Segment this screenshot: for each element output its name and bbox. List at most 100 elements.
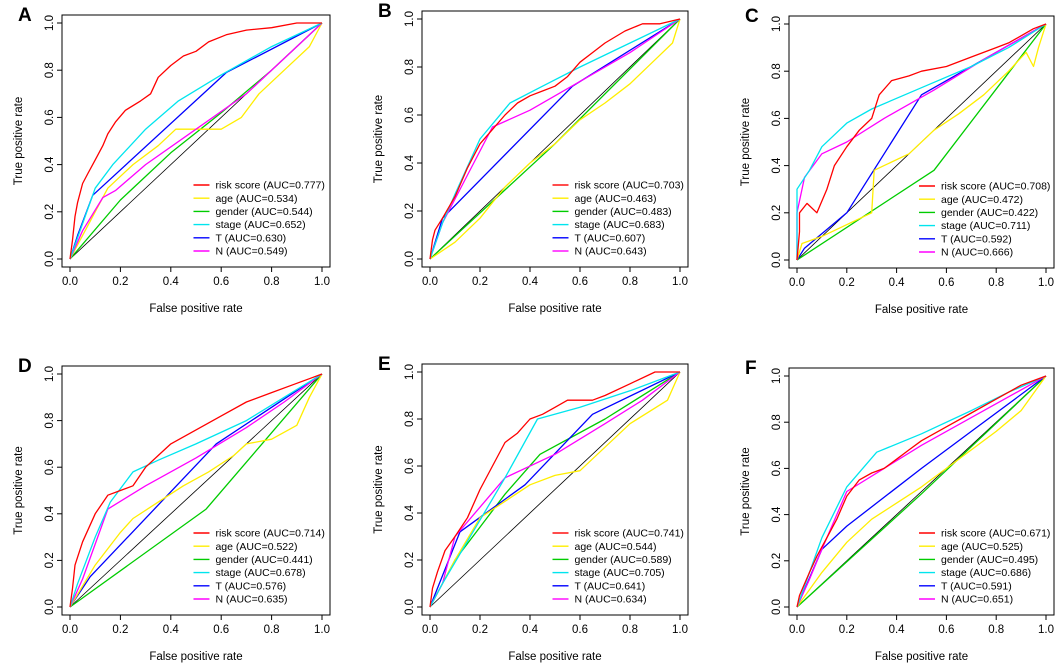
y-tick-label: 0.0 (404, 251, 416, 267)
legend-label-age: age (AUC=0.534) (215, 193, 297, 205)
legend-label-age: age (AUC=0.472) (941, 194, 1023, 206)
legend-label-stage: stage (AUC=0.711) (941, 220, 1030, 232)
x-tick-label: 0.4 (163, 276, 180, 288)
x-tick-label: 0.6 (938, 624, 954, 636)
x-axis-title: False positive rate (149, 651, 242, 663)
roc-line-stage (69, 22, 323, 260)
diagonal-reference-line (429, 18, 681, 260)
roc-line-risk-score (429, 18, 681, 260)
panel-label-d: D (18, 356, 32, 377)
x-tick-label: 0.2 (839, 277, 855, 289)
x-tick-label: 0.8 (622, 624, 638, 636)
x-tick-label: 0.0 (62, 624, 78, 636)
legend-label-age: age (AUC=0.544) (575, 541, 657, 553)
x-tick-label: 0.2 (112, 624, 128, 636)
legend-label-n: N (AUC=0.634) (575, 594, 647, 606)
y-axis-title: True positive rate (13, 446, 25, 534)
roc-line-t (69, 373, 323, 608)
y-axis-title: True positive rate (13, 97, 25, 185)
x-tick-label: 1.0 (672, 624, 688, 636)
panel-label-e: E (378, 354, 391, 375)
x-tick-label: 0.4 (889, 277, 906, 289)
roc-line-age (796, 375, 1047, 608)
roc-line-age (69, 373, 323, 608)
legend-label-age: age (AUC=0.463) (575, 193, 657, 205)
plot-frame (61, 365, 331, 616)
y-tick-label: 0.4 (404, 154, 416, 171)
y-tick-label: 1.0 (404, 11, 416, 27)
y-tick-label: 0.2 (44, 204, 56, 220)
x-tick-label: 0.2 (472, 624, 488, 636)
y-tick-label: 0.0 (404, 599, 416, 615)
roc-line-n (69, 22, 323, 260)
roc-line-t (429, 18, 681, 260)
x-tick-label: 0.0 (62, 276, 78, 288)
legend-label-risk-score: risk score (AUC=0.708) (941, 181, 1050, 193)
roc-line-gender (796, 23, 1047, 261)
legend-label-gender: gender (AUC=0.544) (215, 206, 312, 218)
y-tick-label: 0.4 (44, 505, 56, 522)
y-tick-label: 0.4 (771, 506, 783, 523)
x-tick-label: 0.6 (213, 276, 229, 288)
y-tick-label: 0.0 (771, 252, 783, 268)
roc-line-n (69, 373, 323, 608)
y-tick-label: 0.6 (44, 459, 56, 475)
plot-frame (788, 15, 1055, 269)
y-tick-label: 0.0 (771, 599, 783, 615)
x-tick-label: 0.4 (522, 624, 539, 636)
plot-frame (421, 363, 689, 616)
x-tick-label: 0.6 (938, 277, 954, 289)
x-tick-label: 1.0 (314, 624, 330, 636)
y-tick-label: 0.6 (404, 458, 416, 474)
legend-label-n: N (AUC=0.635) (215, 594, 287, 606)
x-tick-label: 1.0 (672, 276, 688, 288)
legend-label-age: age (AUC=0.522) (215, 541, 297, 553)
y-axis-title: True positive rate (373, 445, 385, 533)
legend-label-t: T (AUC=0.592) (941, 233, 1012, 245)
roc-line-age (796, 23, 1047, 261)
roc-line-t (796, 23, 1047, 261)
x-tick-label: 0.6 (572, 624, 588, 636)
roc-line-stage (429, 18, 681, 260)
x-tick-label: 0.0 (789, 624, 805, 636)
legend-label-risk-score: risk score (AUC=0.671) (941, 528, 1050, 540)
x-tick-label: 0.6 (213, 624, 229, 636)
x-tick-label: 0.0 (789, 277, 805, 289)
legend-label-n: N (AUC=0.643) (575, 246, 647, 258)
y-tick-label: 0.8 (771, 63, 783, 79)
y-tick-label: 0.6 (771, 460, 783, 476)
y-tick-label: 0.4 (44, 156, 56, 173)
x-axis-title: False positive rate (875, 304, 968, 316)
x-axis-title: False positive rate (875, 651, 968, 663)
x-tick-label: 0.0 (422, 276, 438, 288)
y-tick-label: 0.8 (44, 413, 56, 429)
roc-line-gender (796, 375, 1047, 608)
panel-label-a: A (18, 5, 32, 26)
x-tick-label: 0.4 (522, 276, 539, 288)
panel-label-c: C (745, 6, 759, 27)
roc-line-risk-score (69, 373, 323, 608)
roc-line-gender (69, 373, 323, 608)
legend-label-n: N (AUC=0.651) (941, 594, 1013, 606)
y-tick-label: 0.2 (771, 553, 783, 569)
diagonal-reference-line (429, 371, 681, 608)
x-axis-title: False positive rate (508, 303, 601, 315)
roc-panel-e: E 0.0 0.2 0.4 0.6 0.8 1.0 0.0 0.2 0.4 0.6 0.8 1.0 Fal… (373, 354, 689, 663)
legend-label-stage: stage (AUC=0.678) (215, 567, 305, 579)
roc-line-stage (796, 23, 1047, 260)
roc-panel-d: D 0.0 0.2 0.4 0.6 0.8 1.0 0.0 0.2 0.4 0.6 0.8 1.0 Fal… (13, 356, 331, 663)
x-tick-label: 0.8 (264, 624, 280, 636)
plot-frame (61, 14, 331, 268)
x-tick-label: 0.8 (988, 277, 1004, 289)
y-tick-label: 0.2 (44, 552, 56, 568)
roc-line-risk-score (69, 22, 322, 260)
legend-label-stage: stage (AUC=0.652) (215, 219, 305, 231)
roc-panel-b: B 0.0 0.2 0.4 0.6 0.8 1.0 0.0 0.2 0.4 0.6 0.8 1.0 Fal… (373, 1, 689, 315)
roc-line-age (429, 18, 681, 260)
legend-label-risk-score: risk score (AUC=0.714) (215, 528, 324, 540)
x-tick-label: 0.2 (112, 276, 128, 288)
roc-panel-a: A 0.0 0.2 0.4 0.6 0.8 1.0 0.0 0.2 0.4 0.6 0.8 1.0 Fal… (13, 5, 331, 315)
roc-line-risk-score (796, 375, 1047, 608)
panel-label-b: B (378, 1, 392, 22)
